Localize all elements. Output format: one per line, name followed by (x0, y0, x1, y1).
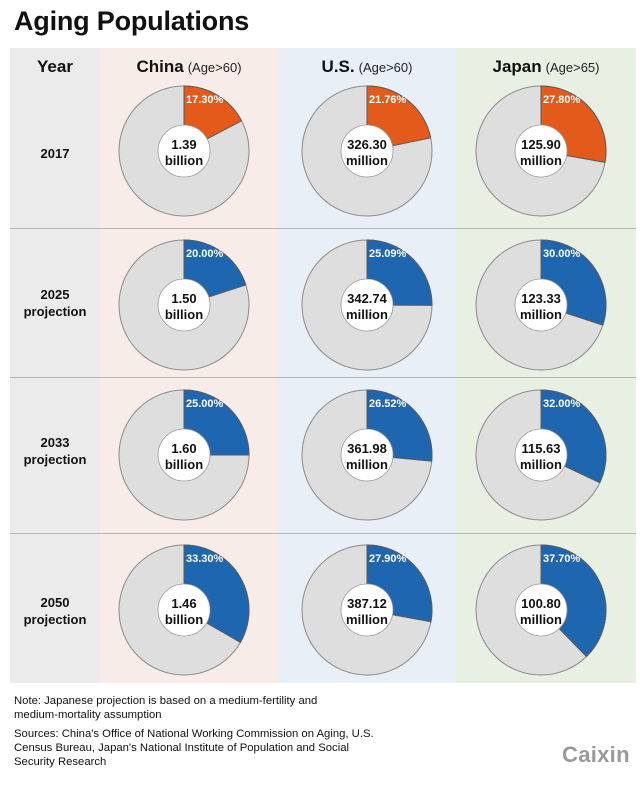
china-header: China (Age>60) (136, 57, 242, 76)
share-percent-label: 33.30% (186, 553, 224, 565)
sources-line: Sources: China's Office of National Work… (14, 728, 374, 740)
row-label-2050: 2050 projection (23, 595, 87, 627)
row-label-2017: 2017 (40, 146, 70, 161)
population-value-label: 100.80 (521, 596, 561, 611)
population-unit-label: million (346, 307, 388, 322)
share-percent-label: 32.00% (543, 398, 581, 410)
population-unit-label: billion (165, 612, 203, 627)
donut-hole (157, 124, 211, 178)
population-unit-label: million (346, 457, 388, 472)
population-value-label: 1.50 (171, 291, 196, 306)
population-unit-label: million (346, 153, 388, 168)
row-divider (10, 377, 636, 378)
year-header: Year (37, 57, 73, 76)
donut-hole (157, 428, 211, 482)
caixin-logo: Caixin (562, 742, 630, 767)
population-unit-label: billion (165, 307, 203, 322)
us-header: U.S. (Age>60) (321, 57, 413, 76)
share-percent-label: 27.80% (543, 94, 581, 106)
population-unit-label: million (520, 153, 562, 168)
donut-hole (340, 124, 394, 178)
population-value-label: 387.12 (347, 596, 387, 611)
population-value-label: 115.63 (521, 441, 560, 456)
population-unit-label: million (520, 307, 562, 322)
population-value-label: 326.30 (347, 137, 387, 152)
row-divider (10, 228, 636, 229)
share-percent-label: 17.30% (186, 94, 224, 106)
row-label-2025: 2025 projection (23, 287, 87, 319)
chart-grid: Year China (Age>60) U.S. (Age>60) Japan (Ag… (10, 48, 636, 683)
share-percent-label: 30.00% (543, 248, 581, 260)
share-percent-label: 37.70% (543, 553, 581, 565)
population-unit-label: million (520, 457, 562, 472)
donut-hole (514, 124, 568, 178)
sources-line: Security Research (14, 756, 107, 768)
year-column-bg (10, 48, 100, 683)
donut-hole (514, 278, 568, 332)
population-value-label: 1.60 (171, 441, 196, 456)
note-line: Note: Japanese projection is based on a … (14, 695, 318, 707)
donut-hole (514, 428, 568, 482)
sources-line: Census Bureau, Japan's National Institut… (14, 742, 350, 754)
japan-header: Japan (Age>65) (492, 57, 600, 76)
share-percent-label: 25.09% (369, 248, 407, 260)
population-unit-label: million (520, 612, 562, 627)
share-percent-label: 21.76% (369, 94, 407, 106)
population-value-label: 342.74 (347, 291, 388, 306)
share-percent-label: 26.52% (369, 398, 407, 410)
chart-title: Aging Populations (14, 6, 250, 36)
share-percent-label: 27.90% (369, 553, 407, 565)
row-divider (10, 533, 636, 534)
share-percent-label: 20.00% (186, 248, 224, 260)
donut-hole (340, 583, 394, 637)
row-label-2033: 2033 projection (23, 435, 87, 467)
donut-hole (340, 428, 394, 482)
donut-hole (157, 583, 211, 637)
share-percent-label: 25.00% (186, 398, 224, 410)
population-value-label: 1.39 (171, 137, 196, 152)
donut-hole (514, 583, 568, 637)
population-value-label: 125.90 (521, 137, 561, 152)
donut-share-slice (540, 544, 607, 658)
population-value-label: 361.98 (347, 441, 387, 456)
population-unit-label: million (346, 612, 388, 627)
donut-hole (157, 278, 211, 332)
population-value-label: 1.46 (171, 596, 196, 611)
population-value-label: 123.33 (521, 291, 561, 306)
population-unit-label: billion (165, 153, 203, 168)
note-line: medium-mortality assumption (14, 709, 162, 721)
donut-hole (340, 278, 394, 332)
population-unit-label: billion (165, 457, 203, 472)
footnote: Note: Japanese projection is based on a … (14, 694, 454, 774)
